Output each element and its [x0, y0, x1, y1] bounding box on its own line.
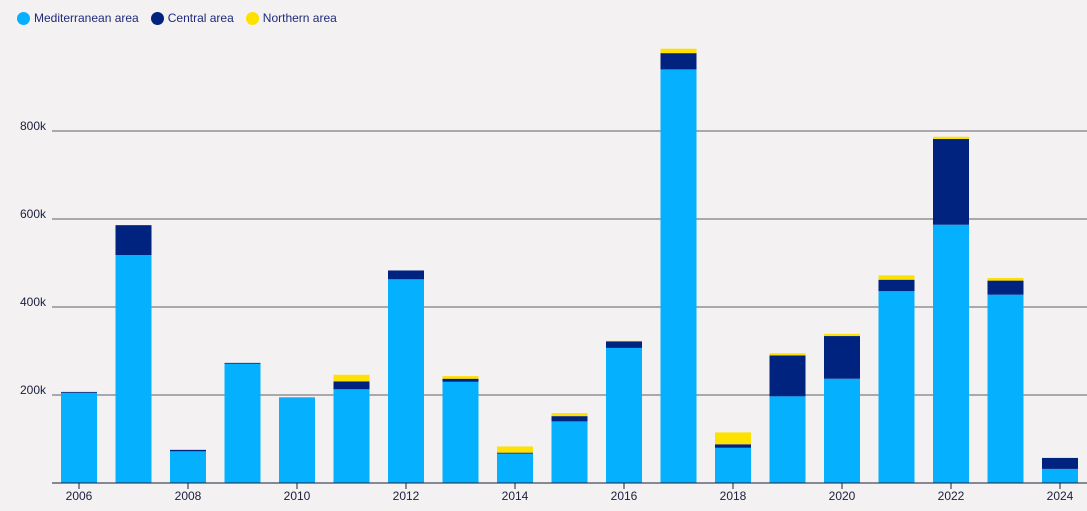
bar-2024-series-1[interactable]: [1042, 457, 1078, 469]
bar-2009-series-1[interactable]: [224, 362, 261, 364]
bar-2008-series-1[interactable]: [170, 450, 206, 452]
y-tick-label: 800k: [20, 119, 47, 133]
bar-2012-series-1[interactable]: [388, 270, 424, 280]
bar-2014-series-1[interactable]: [497, 452, 533, 454]
bar-2012-series-0[interactable]: [388, 279, 424, 483]
legend-swatch-mediterranean: [17, 11, 30, 25]
legend-item-central[interactable]: Central area: [150, 11, 234, 25]
bar-2024-series-0[interactable]: [1042, 468, 1078, 483]
bar-2019-series-0[interactable]: [769, 396, 806, 483]
bar-2011-series-2[interactable]: [333, 374, 370, 382]
x-tick-label: 2020: [829, 489, 856, 503]
bar-2014-series-0[interactable]: [497, 453, 533, 483]
bar-2022-series-1[interactable]: [933, 138, 969, 225]
bar-2018-series-2[interactable]: [715, 432, 751, 445]
x-tick-label: 2008: [175, 489, 202, 503]
bar-2013-series-2[interactable]: [442, 376, 479, 379]
x-tick-label: 2010: [284, 489, 311, 503]
bar-2013-series-1[interactable]: [442, 378, 479, 382]
bar-2015-series-2[interactable]: [551, 413, 588, 417]
bar-2017-series-1[interactable]: [660, 53, 697, 70]
bar-2023-series-1[interactable]: [987, 280, 1024, 295]
legend-swatch-northern: [245, 11, 259, 25]
bar-2010-series-0[interactable]: [279, 398, 315, 483]
bar-2007-series-1[interactable]: [115, 225, 152, 256]
x-tick-label: 2022: [938, 489, 965, 503]
bar-2017-series-2[interactable]: [660, 48, 697, 54]
legend-label-northern: Northern area: [262, 11, 337, 25]
bar-2006-series-1[interactable]: [61, 391, 97, 393]
legend-label-mediterranean: Mediterranean area: [34, 11, 139, 25]
x-tick-label: 2012: [393, 489, 420, 503]
bar-2006-series-0[interactable]: [61, 392, 97, 483]
bar-2019-series-1[interactable]: [769, 355, 806, 397]
bar-2021-series-2[interactable]: [878, 275, 915, 280]
x-tick-label: 2018: [720, 489, 747, 503]
bar-2008-series-2[interactable]: [170, 449, 206, 450]
bar-2007-series-0[interactable]: [115, 255, 152, 483]
y-tick-label: 600k: [20, 207, 47, 221]
bar-2018-series-1[interactable]: [715, 444, 751, 448]
legend-swatch-central: [150, 11, 164, 25]
x-tick-label: 2014: [502, 489, 529, 503]
bar-2020-series-1[interactable]: [824, 336, 860, 379]
bar-2008-series-0[interactable]: [170, 451, 206, 483]
x-tick-label: 2024: [1047, 489, 1074, 503]
y-tick-label: 200k: [20, 383, 47, 397]
bar-2015-series-0[interactable]: [551, 421, 588, 483]
y-tick-label: 400k: [20, 295, 47, 309]
bar-2020-series-0[interactable]: [824, 378, 860, 483]
bar-2022-series-0[interactable]: [933, 224, 969, 483]
bar-2011-series-1[interactable]: [333, 381, 370, 390]
legend-item-mediterranean[interactable]: Mediterranean area: [17, 11, 139, 25]
bar-2015-series-1[interactable]: [551, 416, 588, 422]
legend-label-central: Central area: [167, 11, 234, 25]
chart-legend: Mediterranean area Central area Northern…: [17, 11, 337, 25]
axes-layer: 200k 400k 600k 800k 2006 2008 2010 2012 2014 2016…: [20, 119, 1087, 503]
bar-2009-series-0[interactable]: [224, 363, 261, 483]
legend-item-northern[interactable]: Northern area: [245, 11, 337, 25]
bar-2013-series-0[interactable]: [442, 381, 479, 483]
bar-2011-series-0[interactable]: [333, 389, 370, 483]
x-tick-label: 2016: [611, 489, 638, 503]
x-tick-label: 2006: [66, 489, 93, 503]
grid-layer: [52, 130, 1087, 396]
bars-layer: [61, 48, 1078, 484]
bar-2020-series-2[interactable]: [824, 333, 860, 337]
bar-2022-series-2[interactable]: [933, 136, 969, 139]
bar-2019-series-2[interactable]: [769, 353, 806, 356]
bar-2016-series-1[interactable]: [606, 341, 642, 348]
bar-2017-series-0[interactable]: [660, 69, 697, 484]
bar-2021-series-1[interactable]: [878, 279, 915, 292]
bar-2014-series-2[interactable]: [497, 446, 533, 453]
bar-2023-series-0[interactable]: [987, 294, 1024, 483]
bar-2023-series-2[interactable]: [987, 277, 1024, 281]
bar-2021-series-0[interactable]: [878, 291, 915, 483]
bar-2018-series-0[interactable]: [715, 447, 751, 483]
bar-2016-series-0[interactable]: [606, 347, 642, 483]
